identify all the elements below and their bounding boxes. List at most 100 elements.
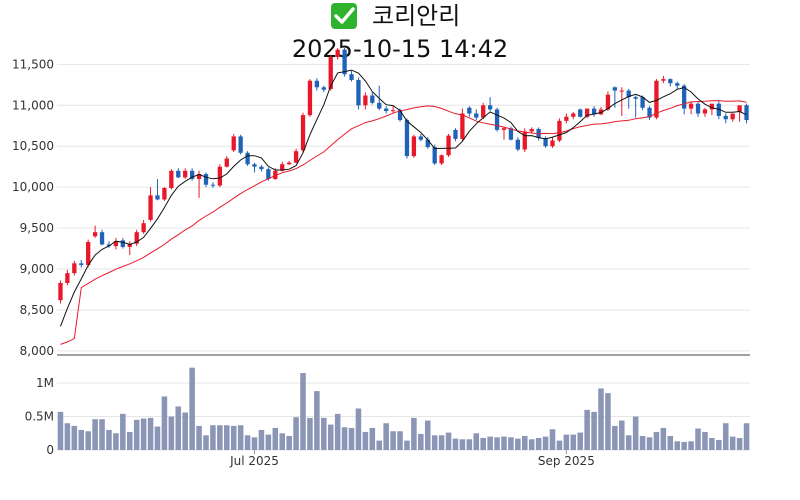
candle (183, 168, 188, 179)
volume-bar (182, 412, 188, 450)
price-tick-label: 10,000 (12, 180, 54, 194)
volume-bar (106, 429, 112, 450)
candle-body (342, 49, 347, 75)
candle-body (661, 79, 666, 81)
candle (293, 148, 299, 164)
candle-body (481, 105, 486, 118)
volume-bar (196, 425, 202, 450)
volume-bar (161, 396, 168, 450)
volume-bar (383, 423, 389, 450)
volume-bar (376, 440, 383, 450)
volume-bar (736, 437, 743, 450)
volume-bar (535, 437, 542, 450)
candle-body (584, 108, 590, 117)
candle-body (384, 108, 389, 112)
candle (189, 168, 195, 181)
candle-body (591, 108, 597, 115)
candle (86, 239, 91, 268)
x-tick-label: Sep 2025 (538, 454, 595, 468)
candle (245, 151, 250, 166)
candle-body (183, 170, 188, 178)
candle-body (245, 152, 250, 165)
candle-body (640, 97, 645, 108)
candle (252, 162, 257, 173)
candle-body (370, 95, 375, 103)
candle-body (695, 103, 701, 114)
volume-bar (217, 425, 223, 450)
candle (564, 113, 569, 124)
volume-bar (528, 439, 535, 450)
volume-bar (85, 431, 91, 450)
candle (612, 86, 618, 108)
volume-bar (237, 425, 244, 450)
volume-bar (120, 413, 126, 450)
candle (730, 113, 735, 122)
volume-bar (279, 433, 285, 450)
candle-body (716, 103, 721, 116)
candle-body (189, 170, 195, 179)
volume-bar (133, 419, 140, 450)
candle-body (467, 107, 472, 114)
volume-bar (716, 439, 722, 450)
volume-bar (660, 427, 667, 450)
candle-body (300, 115, 306, 151)
candle (487, 97, 493, 112)
volume-bar (563, 434, 570, 450)
candle-body (744, 105, 749, 121)
candle (737, 105, 742, 122)
candle-body (529, 129, 534, 132)
candle-body (92, 232, 98, 237)
candle-body (203, 174, 209, 185)
chart-title: 코리안리 2025-10-15 14:42 (292, 2, 508, 63)
candle (363, 92, 368, 110)
volume-bar (286, 435, 292, 450)
candle-body (737, 105, 742, 112)
volume-bar (293, 417, 299, 450)
candle (356, 77, 361, 110)
candle-body (557, 120, 562, 141)
candle-body (231, 136, 236, 151)
candle-body (453, 129, 458, 139)
volume-bar (445, 432, 452, 450)
volume-bar (327, 424, 334, 450)
volume-bar (390, 431, 396, 450)
volume-bar (632, 416, 639, 450)
volume-bar (473, 433, 480, 450)
candle-body (259, 166, 264, 170)
candle (79, 260, 84, 268)
volume-bar (515, 438, 521, 450)
volume-bar (598, 388, 604, 450)
candle-body (162, 187, 167, 200)
volume-bar (362, 431, 369, 450)
candle (675, 81, 680, 90)
candle-body (120, 240, 125, 247)
candle-body (605, 94, 611, 110)
volume-bar (126, 431, 133, 450)
candle-body (633, 97, 638, 99)
candle-body (487, 105, 493, 110)
candle-body (99, 232, 105, 245)
candle-body (141, 223, 146, 233)
volume-bar (168, 416, 175, 450)
candle (162, 187, 167, 202)
price-tick-label: 9,500 (20, 221, 54, 235)
candle-body (439, 155, 444, 164)
candle (494, 107, 500, 132)
candle-body (134, 232, 139, 244)
candle (529, 127, 534, 134)
candle (439, 154, 444, 166)
candle (113, 237, 119, 250)
volume-bar (258, 429, 265, 450)
volume-bar (570, 434, 577, 450)
volume-bar (424, 420, 431, 450)
candle (287, 160, 292, 166)
candle (155, 178, 160, 201)
candle-body (494, 109, 500, 130)
candle (578, 108, 583, 118)
volume-tick-label: 1M (36, 376, 54, 390)
volume-bar (674, 441, 681, 450)
candle-body (522, 131, 527, 150)
volume-bar (729, 436, 736, 450)
candle-body (404, 120, 410, 157)
candle (148, 187, 153, 222)
